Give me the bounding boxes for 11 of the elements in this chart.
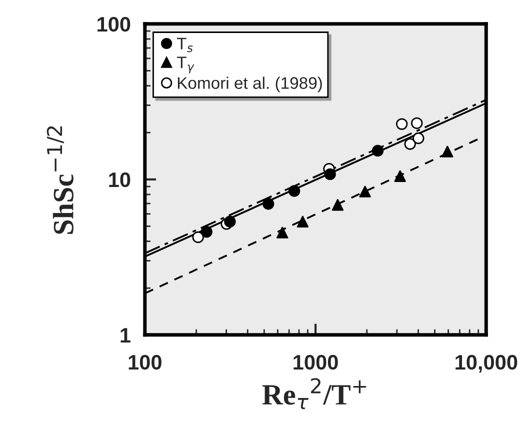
y-tick-label: 100	[98, 16, 130, 32]
legend-label: Komori et al. (1989)	[178, 76, 322, 92]
x-tick-label: 10,000	[456, 354, 518, 373]
legend-label: T$_{s}$	[176, 38, 193, 52]
y-tick-label: 10	[109, 172, 130, 188]
y-tick-label: 1	[120, 328, 130, 342]
x-tick-label: 100	[128, 354, 162, 370]
legend-label: T$_{γ}$	[176, 56, 194, 74]
x-axis-title: Re$_{τ}$$^{2}$/T$^{+}$	[262, 378, 366, 410]
y-axis-title: ShSc$^{−1/2}$	[46, 126, 74, 234]
x-tick-label: 1000	[294, 354, 338, 370]
